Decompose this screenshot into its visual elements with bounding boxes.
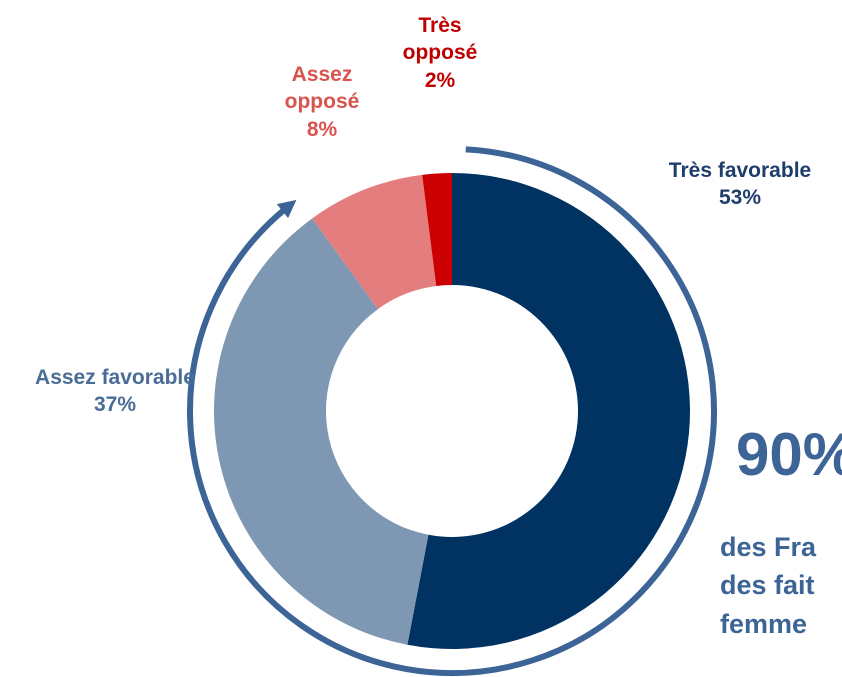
callout-line-3: femme: [720, 608, 808, 639]
label-tres-oppose-line1: Très: [418, 14, 462, 37]
label-tres-favorable-name: Très favorable: [668, 159, 812, 182]
label-assez-oppose-value: 8%: [306, 117, 338, 141]
slice-tres-favorable: [407, 173, 690, 649]
callout-line-2: des fait: [720, 570, 815, 601]
slice-assez-favorable: [214, 218, 429, 645]
label-tres-favorable-value: 53%: [718, 186, 762, 210]
label-assez-oppose-line1: Assez: [291, 63, 353, 86]
label-assez-favorable-name: Assez favorable: [35, 366, 195, 389]
bracket-arrowhead: [276, 199, 297, 219]
donut-slices: [214, 173, 690, 649]
callout-text: des Fra des fait femme: [720, 528, 816, 643]
label-tres-oppose-line2: opposé: [402, 41, 478, 65]
slice-assez-oppose: [312, 174, 437, 310]
label-assez-favorable: Assez favorable 37%: [0, 364, 230, 419]
slice-tres-oppose: [422, 173, 452, 286]
label-tres-oppose: Très opposé 2%: [380, 12, 500, 94]
favorable-bracket: [187, 146, 717, 676]
callout-line-1: des Fra: [720, 532, 817, 562]
bracket-arc: [187, 146, 717, 676]
label-tres-favorable: Très favorable 53%: [640, 157, 840, 212]
label-assez-oppose-line2: opposé: [284, 90, 360, 114]
label-tres-oppose-value: 2%: [424, 68, 456, 92]
label-assez-oppose: Assez opposé 8%: [262, 61, 382, 143]
label-assez-favorable-value: 37%: [93, 393, 137, 417]
callout-percentage: 90%: [736, 421, 842, 488]
